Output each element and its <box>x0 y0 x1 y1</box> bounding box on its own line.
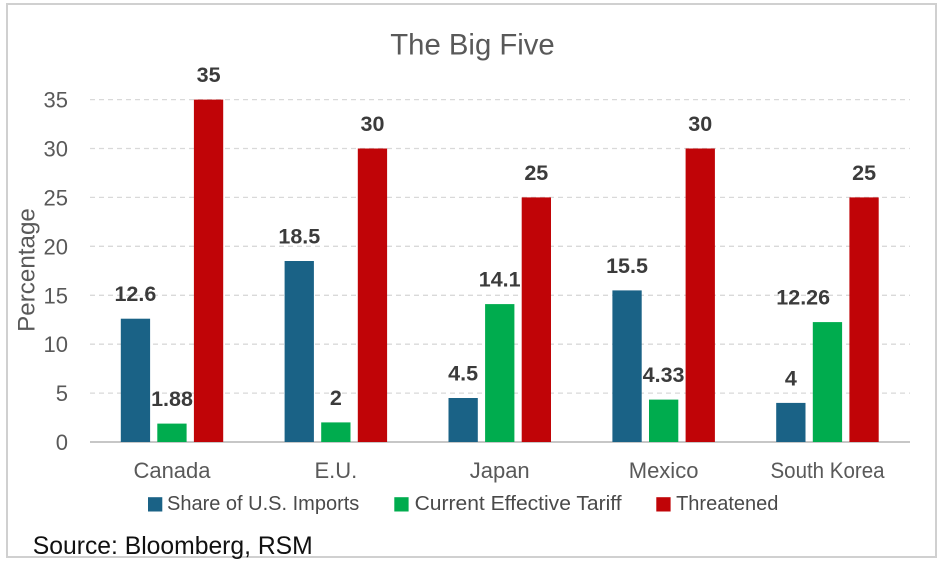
svg-text:15.5: 15.5 <box>606 254 648 278</box>
svg-text:14.1: 14.1 <box>479 268 521 292</box>
svg-text:25: 25 <box>852 161 876 185</box>
svg-text:25: 25 <box>524 161 548 185</box>
svg-text:35: 35 <box>197 63 221 87</box>
svg-text:12.6: 12.6 <box>114 282 156 306</box>
svg-text:Source: Bloomberg, RSM: Source: Bloomberg, RSM <box>33 533 313 560</box>
svg-text:Canada: Canada <box>133 458 211 483</box>
svg-text:2: 2 <box>330 386 342 410</box>
svg-text:4.5: 4.5 <box>448 362 478 386</box>
svg-text:Japan: Japan <box>470 458 530 483</box>
svg-text:18.5: 18.5 <box>278 225 320 249</box>
svg-text:Mexico: Mexico <box>629 458 699 483</box>
svg-text:The Big Five: The Big Five <box>390 28 554 61</box>
svg-text:South Korea: South Korea <box>771 458 886 483</box>
svg-text:10: 10 <box>44 332 68 357</box>
svg-text:15: 15 <box>44 283 68 308</box>
svg-text:5: 5 <box>56 381 68 406</box>
svg-text:30: 30 <box>688 112 712 136</box>
svg-text:Current Effective Tariff: Current Effective Tariff <box>415 493 622 515</box>
svg-text:Percentage: Percentage <box>14 208 41 332</box>
svg-text:35: 35 <box>44 88 68 113</box>
svg-text:20: 20 <box>44 234 68 259</box>
svg-text:30: 30 <box>361 112 385 136</box>
svg-text:Share of U.S. Imports: Share of U.S. Imports <box>167 493 359 515</box>
svg-text:0: 0 <box>56 430 68 455</box>
svg-text:E.U.: E.U. <box>315 458 358 483</box>
svg-text:4: 4 <box>785 366 797 390</box>
svg-text:25: 25 <box>44 185 68 210</box>
svg-text:30: 30 <box>44 137 68 162</box>
svg-text:12.26: 12.26 <box>776 286 830 310</box>
svg-text:1.88: 1.88 <box>151 387 193 411</box>
svg-text:Threatened: Threatened <box>676 493 778 515</box>
svg-text:4.33: 4.33 <box>643 363 685 387</box>
